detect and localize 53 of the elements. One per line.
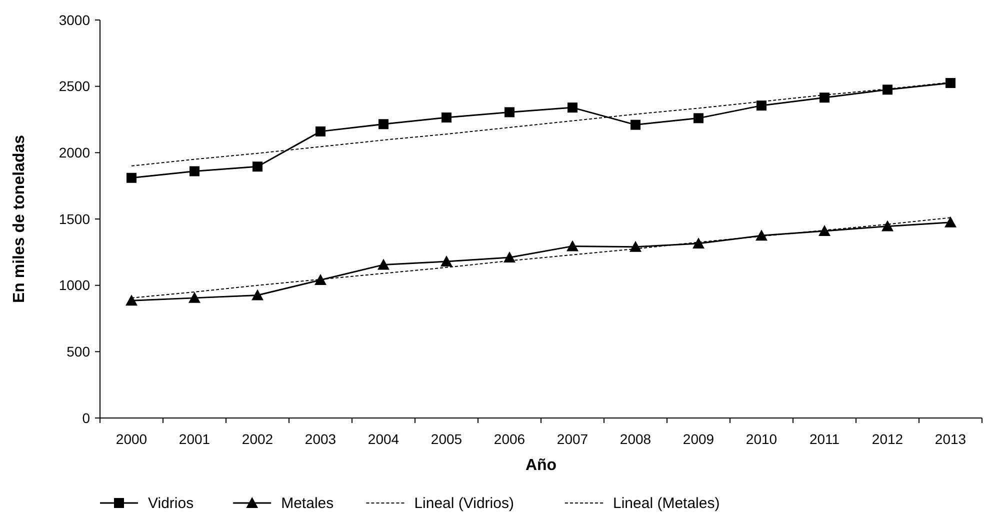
point: [694, 113, 704, 124]
x-tick-label: 2000: [116, 431, 148, 447]
x-tick-label: 2011: [809, 431, 840, 447]
point: [692, 238, 704, 249]
point: [126, 294, 138, 306]
x-tick-label: 2009: [682, 431, 714, 447]
point: [756, 100, 766, 111]
y-axis-title: En miles de toneladas: [11, 134, 28, 304]
point: [126, 172, 136, 183]
point: [568, 102, 578, 113]
y-tick-label: 500: [66, 344, 90, 360]
point: [630, 240, 642, 252]
x-tick-label: 2008: [620, 431, 652, 447]
point: [440, 255, 452, 266]
y-tick-label: 0: [82, 410, 90, 426]
y-tick-label: 1000: [58, 277, 90, 294]
x-tick-label: 2012: [872, 431, 904, 447]
point: [316, 126, 326, 136]
point: [946, 78, 956, 88]
y-tick-label: 1500: [58, 210, 90, 227]
point: [190, 166, 200, 176]
point: [188, 292, 200, 303]
x-tick-label: 2004: [368, 431, 400, 447]
point: [944, 216, 956, 228]
x-tick-label: 2007: [556, 431, 588, 447]
x-tick-label: 2001: [178, 431, 210, 447]
legend-label: Vidrios: [148, 495, 194, 512]
legend-label: Metales: [281, 495, 334, 512]
point: [378, 119, 388, 130]
point: [630, 120, 640, 130]
point: [504, 107, 514, 118]
point: [566, 240, 578, 252]
x-tick-label: 2006: [494, 431, 526, 447]
x-tick-label: 2003: [304, 431, 336, 447]
point: [756, 230, 768, 241]
x-tick-label: 2010: [746, 431, 778, 447]
x-tick-label: 2005: [430, 431, 462, 447]
point: [882, 220, 894, 232]
point: [252, 162, 262, 172]
x-tick-label: 2002: [242, 431, 274, 447]
y-tick-label: 3000: [58, 12, 90, 28]
y-tick-label: 2000: [58, 144, 90, 161]
point: [252, 289, 264, 300]
legend-label: Lineal (Metales): [613, 495, 720, 512]
legend-label: Lineal (Vidrios): [414, 495, 514, 512]
point: [504, 251, 516, 262]
x-tick-label: 2013: [934, 431, 966, 447]
y-tick-label: 2500: [58, 78, 90, 94]
point: [378, 258, 390, 270]
point: [442, 112, 452, 123]
point: [882, 84, 892, 95]
x-axis-title: Año: [525, 457, 557, 474]
point: [820, 92, 830, 103]
